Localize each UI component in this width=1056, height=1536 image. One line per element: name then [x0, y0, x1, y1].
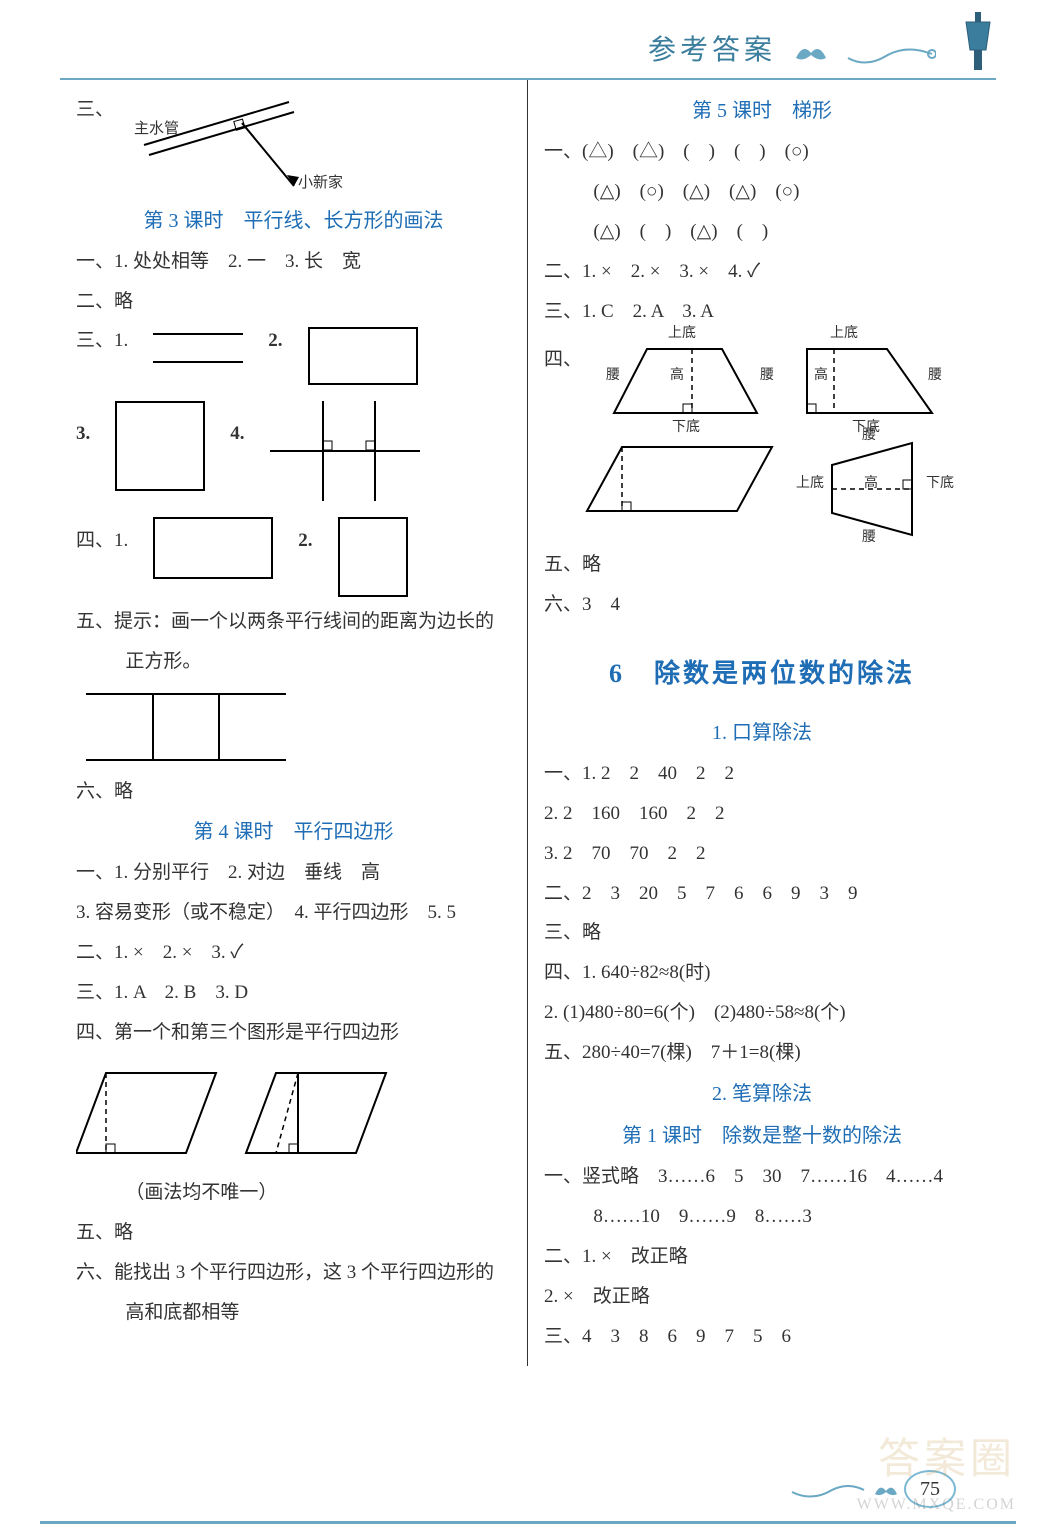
parallelogram-svg: [582, 435, 782, 525]
section5-title: 第 5 课时 梯形: [544, 90, 980, 132]
ch6-sub2-lesson: 第 1 课时 除数是整十数的除法: [544, 1115, 980, 1157]
header-squiggle-icon: [846, 35, 936, 66]
sec4-l4: 三、1. A 2. B 3. D: [76, 973, 511, 1013]
trap1-height: 高: [670, 369, 684, 383]
ch6-l7: 2. (1)480÷80=6(个) (2)480÷58≈8(个): [544, 993, 980, 1033]
page-header: 参考答案: [60, 20, 996, 80]
section3-title: 第 3 课时 平行线、长方形的画法: [76, 200, 511, 242]
trap-row2: 腰 腰 上底 下底 高: [544, 435, 980, 545]
sec3-num-3: 3.: [76, 396, 90, 472]
sec4-l5: 四、第一个和第三个图形是平行四边形: [76, 1013, 511, 1053]
content-columns: 三、 主水管 小新家 第 3 课时 平行线、长方形的画法 一、1. 处处相等 2…: [60, 80, 996, 1366]
sec3-line2: 二、略: [76, 282, 511, 322]
ch6b-l2: 8……10 9……9 8……3: [544, 1197, 980, 1237]
label-main-pipe: 主水管: [134, 122, 179, 137]
trap3-waist-t: 腰: [862, 429, 876, 443]
trap2-height: 高: [814, 369, 828, 383]
label-san: 三、: [76, 90, 114, 130]
parallelogram-diagrams: [76, 1053, 511, 1173]
sec4-l3: 二、1. × 2. × 3. ✓: [76, 933, 511, 973]
sec3-row-rect: 3. 4.: [76, 396, 511, 506]
ch6-l3: 3. 2 70 70 2 2: [544, 834, 980, 874]
footer-butterfly-icon: [872, 1482, 904, 1499]
bottom-rule: [40, 1521, 1016, 1524]
sec5-liu: 六、3 4: [544, 585, 980, 625]
sec4-liu: 六、能找出 3 个平行四边形，这 3 个平行四边形的: [76, 1253, 511, 1293]
page-number: 75: [904, 1470, 956, 1508]
sec3-wu2: 正方形。: [76, 642, 511, 682]
label-house: 小新家: [298, 176, 343, 191]
rect-si1-svg: [148, 512, 278, 584]
rectangle-1-svg: [303, 322, 423, 390]
sec3-line1: 一、1. 处处相等 2. 一 3. 长 宽: [76, 242, 511, 282]
ch6-sub2: 2. 笔算除法: [544, 1073, 980, 1115]
trap3-height: 高: [864, 477, 878, 491]
trap3-waist-b: 腰: [862, 531, 876, 545]
sec5-l5: 三、1. C 2. A 3. A: [544, 292, 980, 332]
sec3-wu: 五、提示：画一个以两条平行线间的距离为边长的: [76, 602, 511, 642]
chapter6-title: 6 除数是两位数的除法: [544, 647, 980, 702]
sec3-num-4: 4.: [230, 396, 244, 472]
ch6b-l5: 三、4 3 8 6 9 7 5 6: [544, 1317, 980, 1357]
trapezoid-iso-svg: [602, 331, 772, 431]
section4-title: 第 4 课时 平行四边形: [76, 811, 511, 853]
square-svg: [110, 396, 210, 496]
lamp-icon: [960, 10, 996, 74]
pipe-diagram-row: 三、 主水管 小新家: [76, 90, 511, 200]
ch6b-l3: 二、1. × 改正略: [544, 1237, 980, 1277]
sec4-liu2: 高和底都相等: [76, 1293, 511, 1333]
ch6-sub1: 1. 口算除法: [544, 712, 980, 754]
sec3-row-parallel: 三、1. 2.: [76, 322, 511, 390]
trap3-top: 上底: [796, 477, 824, 491]
footer-squiggle-icon: [788, 1476, 868, 1506]
perpendicular-svg: [265, 396, 425, 506]
ch6-l2: 2. 2 160 160 2 2: [544, 794, 980, 834]
sec3-si-2: 2.: [298, 512, 312, 569]
butterfly-icon: [791, 38, 831, 68]
trap1-bottom: 下底: [672, 421, 700, 435]
sec4-note: （画法均不唯一）: [76, 1173, 511, 1213]
sec4-l2: 3. 容易变形（或不稳定） 4. 平行四边形 5. 5: [76, 893, 511, 933]
wu-diagram: [76, 682, 511, 772]
ch6b-l1: 一、竖式略 3……6 5 30 7……16 4……4: [544, 1157, 980, 1197]
header-title: 参考答案: [648, 28, 776, 68]
sec5-l4: 二、1. × 2. × 3. × 4. ✓: [544, 252, 980, 292]
trap3-bottom: 下底: [926, 477, 954, 491]
trap1-waist-r: 腰: [760, 369, 774, 383]
right-column: 第 5 课时 梯形 一、(△) (△) ( ) ( ) (○) (△) (○) …: [528, 80, 996, 1366]
ch6-l8: 五、280÷40=7(棵) 7＋1=8(棵): [544, 1033, 980, 1073]
left-column: 三、 主水管 小新家 第 3 课时 平行线、长方形的画法 一、1. 处处相等 2…: [60, 80, 528, 1366]
sec4-wu: 五、略: [76, 1213, 511, 1253]
sec5-l1: 一、(△) (△) ( ) ( ) (○): [544, 132, 980, 172]
parallel-lines-svg: [148, 322, 248, 372]
sec3-liu: 六、略: [76, 772, 511, 812]
trap1-waist-l: 腰: [606, 369, 620, 383]
ch6b-l4: 2. × 改正略: [544, 1277, 980, 1317]
sec3-num-3-1: 三、1.: [76, 322, 128, 360]
sec5-l3: (△) ( ) (△) ( ): [544, 212, 980, 252]
ch6-l1: 一、1. 2 2 40 2 2: [544, 754, 980, 794]
ch6-l5: 三、略: [544, 913, 980, 953]
trap-row1: 四、 上底 下底 腰 腰 高: [544, 331, 980, 431]
trap1-top: 上底: [668, 327, 696, 341]
ch6-l4: 二、2 3 20 5 7 6 6 9 3 9: [544, 874, 980, 914]
rect-si2-svg: [333, 512, 413, 602]
sec3-si-1: 四、1.: [76, 512, 128, 569]
sec3-num-3-2: 2.: [268, 322, 282, 360]
sec3-row-si: 四、1. 2.: [76, 512, 511, 602]
ch6-l6: 四、1. 640÷82≈8(时): [544, 953, 980, 993]
trap2-waist: 腰: [928, 369, 942, 383]
sec5-wu: 五、略: [544, 545, 980, 585]
sec4-l1: 一、1. 分别平行 2. 对边 垂线 高: [76, 853, 511, 893]
sec5-si-prefix: 四、: [544, 331, 582, 388]
sec5-l2: (△) (○) (△) (△) (○): [544, 172, 980, 212]
page-footer: 75: [788, 1470, 956, 1508]
trap2-top: 上底: [830, 327, 858, 341]
